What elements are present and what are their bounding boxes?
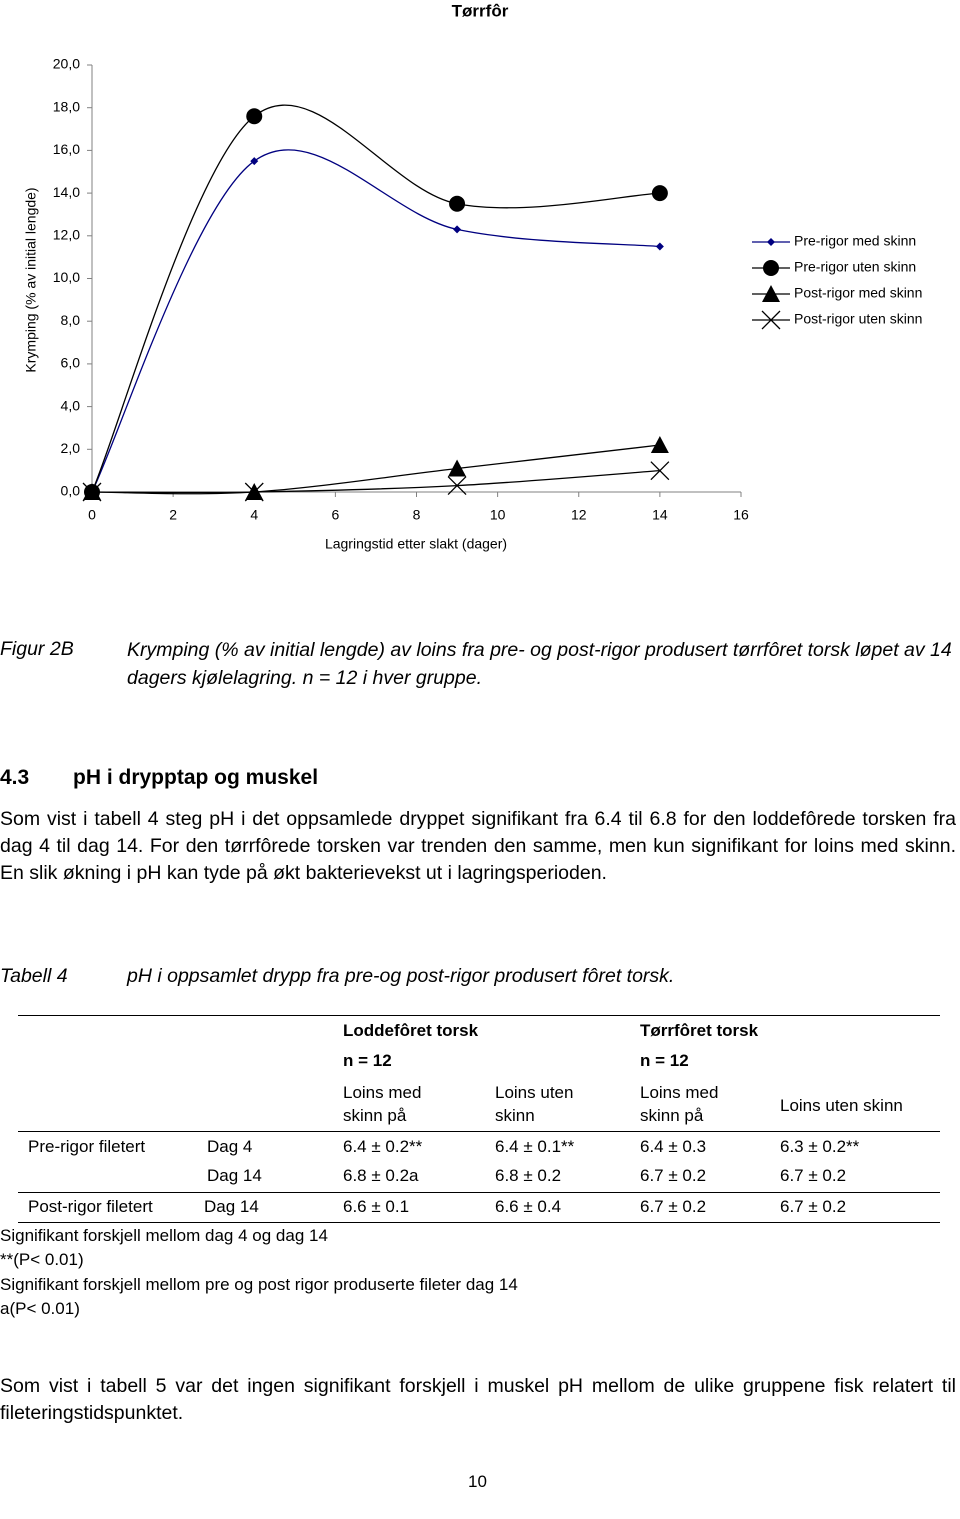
rule [18, 1222, 940, 1223]
table-caption: pH i oppsamlet drypp fra pre-og post-rig… [127, 965, 675, 987]
x-axis-label: Lagringstid etter slakt (dager) [325, 536, 507, 552]
marker [82, 482, 102, 502]
figure-caption: Krymping (% av initial lengde) av loins … [127, 639, 952, 689]
marker [250, 157, 259, 166]
table-cell: 6.3 ± 0.2** [780, 1137, 860, 1156]
n-header: n = 12 [640, 1051, 689, 1070]
x-tick-label: 4 [250, 507, 258, 523]
rule [18, 1015, 940, 1016]
table-cell: 6.6 ± 0.4 [495, 1197, 562, 1216]
y-tick-label: 6,0 [61, 355, 81, 371]
x-tick-label: 16 [733, 507, 749, 523]
x-tick-label: 10 [490, 507, 506, 523]
y-tick-label: 2,0 [61, 440, 81, 456]
table-cell: 6.4 ± 0.3 [640, 1137, 707, 1156]
y-tick-label: 14,0 [53, 184, 80, 200]
table-cell: 6.7 ± 0.2 [780, 1166, 847, 1185]
column-header: Loins med skinn på [640, 1083, 719, 1125]
y-tick-label: 4,0 [61, 397, 81, 413]
group-header: Tørrfôret torsk [640, 1021, 759, 1040]
legend-marker [762, 285, 780, 302]
table-cell: 6.7 ± 0.2 [640, 1197, 707, 1216]
marker [449, 195, 466, 212]
column-header: Loins med skinn på [343, 1083, 422, 1125]
series-line [91, 470, 660, 494]
table-note: Signifikant forskjell mellom dag 4 og da… [0, 1226, 328, 1245]
series-line [91, 104, 660, 493]
marker [246, 108, 263, 125]
paragraph: Som vist i tabell 5 var det ingen signif… [0, 1375, 956, 1424]
table-note: Signifikant forskjell mellom pre og post… [0, 1275, 518, 1294]
figure-label: Figur 2B [0, 638, 74, 660]
paragraph: Som vist i tabell 4 steg pH i det oppsam… [0, 808, 956, 884]
legend-label: Post-rigor uten skinn [794, 311, 922, 327]
marker [453, 225, 462, 234]
y-tick-label: 0,0 [61, 483, 81, 499]
chart: Tørrfôr Lagringstid etter slakt (dager) … [23, 1, 923, 552]
table-cell: 6.7 ± 0.2 [640, 1166, 707, 1185]
chart-title: Tørrfôr [452, 1, 509, 20]
table-cell: Pre-rigor filetert [28, 1137, 146, 1156]
table-label: Tabell 4 [0, 965, 68, 987]
x-tick-label: 6 [331, 507, 339, 523]
marker [650, 436, 669, 454]
column-header: Loins uten skinn [495, 1083, 574, 1125]
marker [650, 461, 670, 481]
x-tick-label: 12 [571, 507, 587, 523]
section-title: pH i drypptap og muskel [73, 766, 319, 789]
table-cell: 6.8 ± 0.2a [343, 1166, 419, 1185]
marker [655, 242, 664, 251]
legend-label: Post-rigor med skinn [794, 285, 922, 301]
n-header: n = 12 [343, 1051, 392, 1070]
x-tick-label: 2 [169, 507, 177, 523]
legend-label: Pre-rigor med skinn [794, 233, 916, 249]
table-note: a(P< 0.01) [0, 1299, 80, 1318]
y-tick-label: 10,0 [53, 269, 80, 285]
y-tick-label: 12,0 [53, 227, 80, 243]
table-cell: 6.8 ± 0.2 [495, 1166, 562, 1185]
table-cell: Post-rigor filetert [28, 1197, 153, 1216]
table-cell: 6.4 ± 0.1** [495, 1137, 575, 1156]
rule [18, 1192, 940, 1193]
legend-marker [761, 310, 781, 330]
legend-marker [767, 238, 775, 246]
x-tick-label: 8 [413, 507, 421, 523]
series-line [91, 444, 660, 495]
table-cell: Dag 4 [207, 1137, 253, 1156]
y-tick-label: 20,0 [53, 56, 80, 72]
table-cell: Dag 14 [207, 1166, 262, 1185]
marker [447, 476, 467, 496]
x-tick-label: 14 [652, 507, 668, 523]
marker [244, 482, 264, 502]
x-tick-label: 0 [88, 507, 96, 523]
table-cell: 6.4 ± 0.2** [343, 1137, 423, 1156]
legend-label: Pre-rigor uten skinn [794, 259, 916, 275]
column-header: Loins uten skinn [780, 1096, 903, 1115]
page-number: 10 [468, 1472, 487, 1491]
marker [448, 459, 467, 477]
table-note: **(P< 0.01) [0, 1250, 84, 1269]
marker [651, 185, 668, 202]
y-tick-label: 18,0 [53, 98, 80, 114]
legend-marker [763, 260, 779, 276]
table-cell: Dag 14 [204, 1197, 259, 1216]
y-tick-label: 16,0 [53, 141, 80, 157]
series-line [91, 149, 660, 493]
table-cell: 6.6 ± 0.1 [343, 1197, 410, 1216]
y-tick-label: 8,0 [61, 312, 81, 328]
section-number: 4.3 [0, 766, 30, 789]
table-cell: 6.7 ± 0.2 [780, 1197, 847, 1216]
group-header: Loddefôret torsk [343, 1021, 479, 1040]
y-axis-label: Krymping (% av initial lengde) [23, 187, 39, 372]
rule [18, 1131, 940, 1132]
